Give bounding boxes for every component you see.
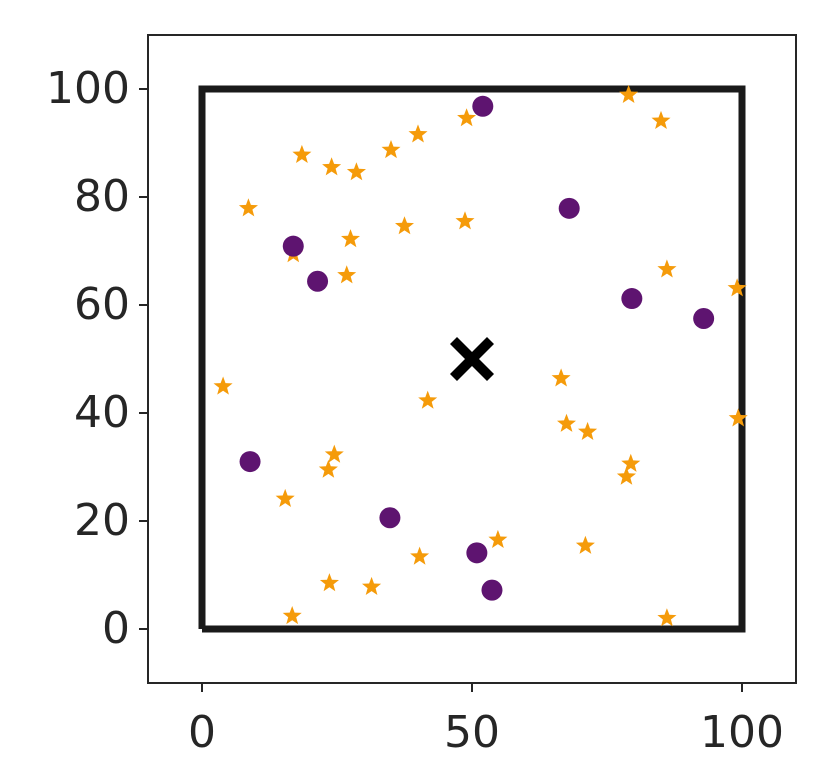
star-point bbox=[381, 140, 401, 159]
star-point bbox=[455, 211, 475, 230]
circle-point bbox=[466, 542, 488, 564]
star-point bbox=[395, 216, 414, 235]
star-point bbox=[619, 84, 639, 103]
star-point bbox=[337, 265, 357, 284]
y-tick-label: 0 bbox=[102, 603, 130, 654]
circle-point bbox=[621, 288, 643, 310]
star-point bbox=[322, 157, 342, 176]
star-point bbox=[575, 535, 595, 554]
star-point bbox=[318, 459, 338, 478]
x-tick-label: 0 bbox=[188, 707, 216, 758]
y-tick-label: 20 bbox=[74, 495, 130, 546]
star-point bbox=[651, 110, 671, 129]
circle-point bbox=[379, 507, 401, 529]
star-point bbox=[341, 229, 360, 248]
star-point bbox=[324, 444, 344, 463]
circle-point bbox=[239, 451, 261, 473]
star-point bbox=[275, 488, 295, 507]
star-point bbox=[238, 198, 258, 217]
star-point bbox=[488, 529, 508, 548]
y-tick-label: 100 bbox=[46, 63, 130, 114]
star-point bbox=[557, 413, 576, 432]
star-point bbox=[418, 390, 438, 409]
y-tick-label: 80 bbox=[74, 171, 130, 222]
star-point bbox=[362, 576, 382, 595]
boundary-line bbox=[198, 85, 746, 633]
star-point bbox=[578, 421, 598, 440]
star-point bbox=[408, 124, 428, 143]
x-point bbox=[450, 337, 494, 381]
circle-point bbox=[693, 308, 715, 329]
x-tick-label: 50 bbox=[444, 707, 500, 758]
circle-point bbox=[558, 197, 580, 219]
star-point bbox=[213, 376, 233, 395]
circle-point bbox=[307, 270, 329, 292]
star-point bbox=[551, 368, 571, 387]
star-point bbox=[616, 466, 636, 485]
star-point bbox=[410, 546, 430, 565]
y-tick-label: 60 bbox=[74, 279, 130, 330]
star-point bbox=[657, 259, 677, 278]
star-point bbox=[657, 608, 677, 627]
star-point bbox=[282, 606, 302, 625]
circle-point bbox=[282, 235, 304, 257]
star-point bbox=[319, 573, 339, 592]
star-point bbox=[621, 453, 641, 472]
star-point bbox=[292, 144, 312, 163]
star-point bbox=[728, 408, 748, 427]
circle-point bbox=[472, 95, 494, 117]
x-tick-label: 100 bbox=[700, 707, 784, 758]
circle-point bbox=[481, 579, 503, 601]
star-point bbox=[727, 278, 747, 297]
star-point bbox=[457, 108, 477, 127]
y-tick-label: 40 bbox=[74, 387, 130, 438]
star-point bbox=[346, 162, 366, 181]
